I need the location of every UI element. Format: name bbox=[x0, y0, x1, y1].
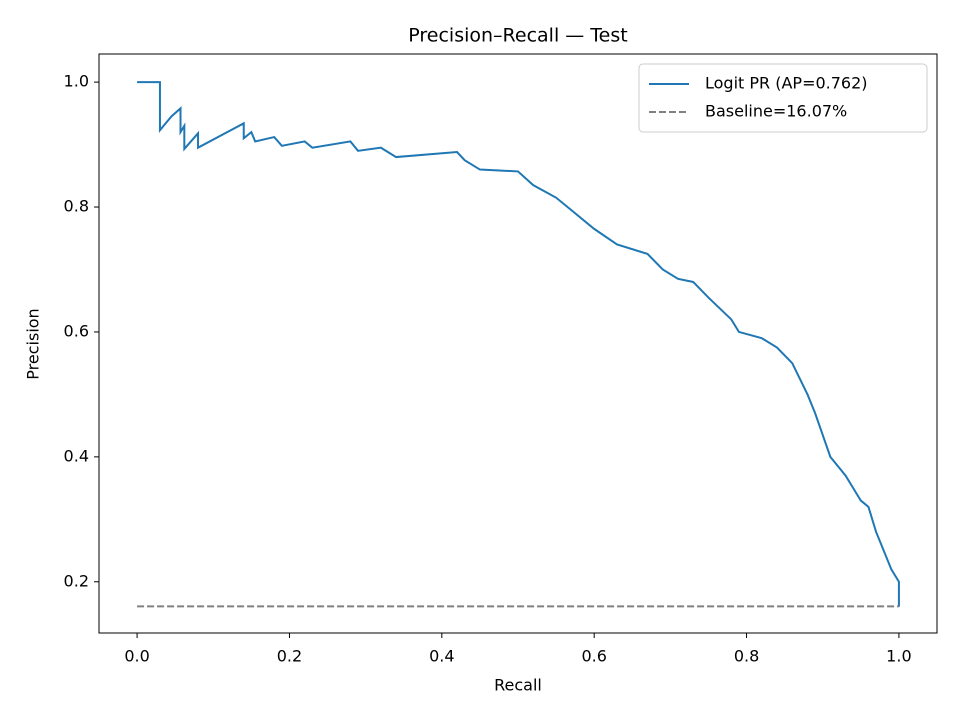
chart-title: Precision–Recall — Test bbox=[408, 25, 627, 47]
y-axis-label: Precision bbox=[24, 308, 43, 379]
y-tick-label: 0.6 bbox=[64, 321, 89, 340]
legend-label: Baseline=16.07% bbox=[705, 102, 847, 121]
x-tick-label: 0.2 bbox=[277, 647, 302, 666]
x-tick-label: 0.0 bbox=[124, 647, 149, 666]
legend-label: Logit PR (AP=0.762) bbox=[705, 74, 868, 93]
y-tick-label: 0.8 bbox=[64, 197, 89, 216]
y-tick-label: 0.2 bbox=[64, 571, 89, 590]
y-tick-label: 1.0 bbox=[64, 72, 89, 91]
x-tick-label: 0.6 bbox=[581, 647, 606, 666]
y-tick-label: 0.4 bbox=[64, 446, 89, 465]
x-tick-label: 0.8 bbox=[734, 647, 759, 666]
legend-box bbox=[638, 63, 928, 133]
series-line bbox=[137, 81, 900, 607]
plot-frame bbox=[98, 53, 938, 634]
x-tick-label: 0.4 bbox=[429, 647, 454, 666]
x-axis-label: Recall bbox=[494, 676, 542, 695]
x-tick-label: 1.0 bbox=[886, 647, 911, 666]
